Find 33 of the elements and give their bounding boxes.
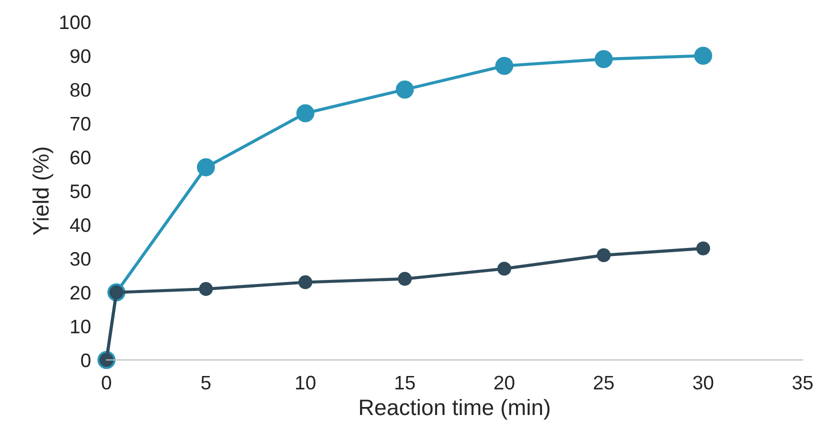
point (596, 248, 611, 262)
x-tick-label: 30 (693, 376, 714, 390)
y-tick-label: 40 (70, 218, 90, 232)
x-tick-label: 25 (594, 376, 614, 390)
x-tick-label: 5 (201, 376, 211, 390)
x-tick-label: 15 (395, 376, 415, 390)
y-tick-label: 30 (70, 252, 90, 266)
point (696, 241, 710, 256)
y-tick-label: 70 (70, 116, 90, 131)
x-tick-label: 20 (494, 376, 514, 390)
y-axis-title: Yield (%) (32, 148, 54, 236)
y-tick-label: 10 (71, 320, 90, 334)
point (694, 46, 712, 65)
point (497, 262, 512, 276)
point (495, 56, 514, 75)
x-tick-label: 0 (102, 376, 112, 390)
y-tick-label: 50 (70, 184, 90, 198)
x-tick-label: 35 (792, 376, 813, 390)
point (196, 158, 215, 176)
y-tick-label: 0 (81, 353, 90, 368)
point (594, 50, 613, 68)
y-tick-label: 100 (60, 15, 90, 30)
point (398, 272, 412, 286)
y-tick-label: 80 (70, 83, 90, 97)
y-tick-label: 60 (70, 150, 90, 164)
point (296, 104, 314, 122)
point (198, 282, 213, 296)
x-axis-title: Reaction time (min) (360, 398, 550, 420)
y-tick-label: 20 (70, 286, 90, 300)
point (298, 275, 312, 290)
x-tick-label: 10 (296, 376, 316, 390)
point (396, 80, 414, 99)
y-tick-label: 90 (70, 49, 90, 63)
